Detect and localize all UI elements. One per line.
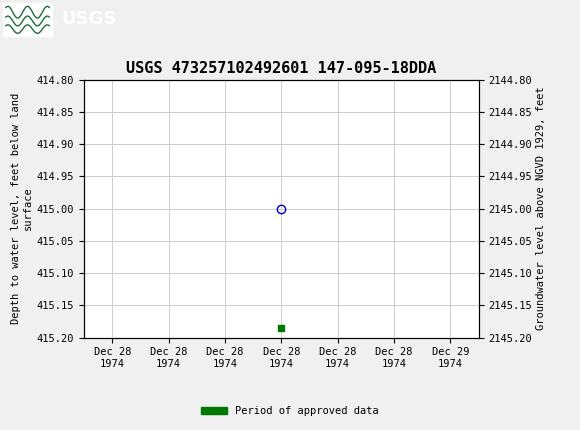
Title: USGS 473257102492601 147-095-18DDA: USGS 473257102492601 147-095-18DDA	[126, 61, 436, 76]
Y-axis label: Depth to water level, feet below land
surface: Depth to water level, feet below land su…	[11, 93, 32, 324]
Text: USGS: USGS	[61, 10, 116, 28]
Legend: Period of approved data: Period of approved data	[197, 402, 383, 421]
Bar	[3, 3, 52, 36]
Y-axis label: Groundwater level above NGVD 1929, feet: Groundwater level above NGVD 1929, feet	[536, 87, 546, 330]
